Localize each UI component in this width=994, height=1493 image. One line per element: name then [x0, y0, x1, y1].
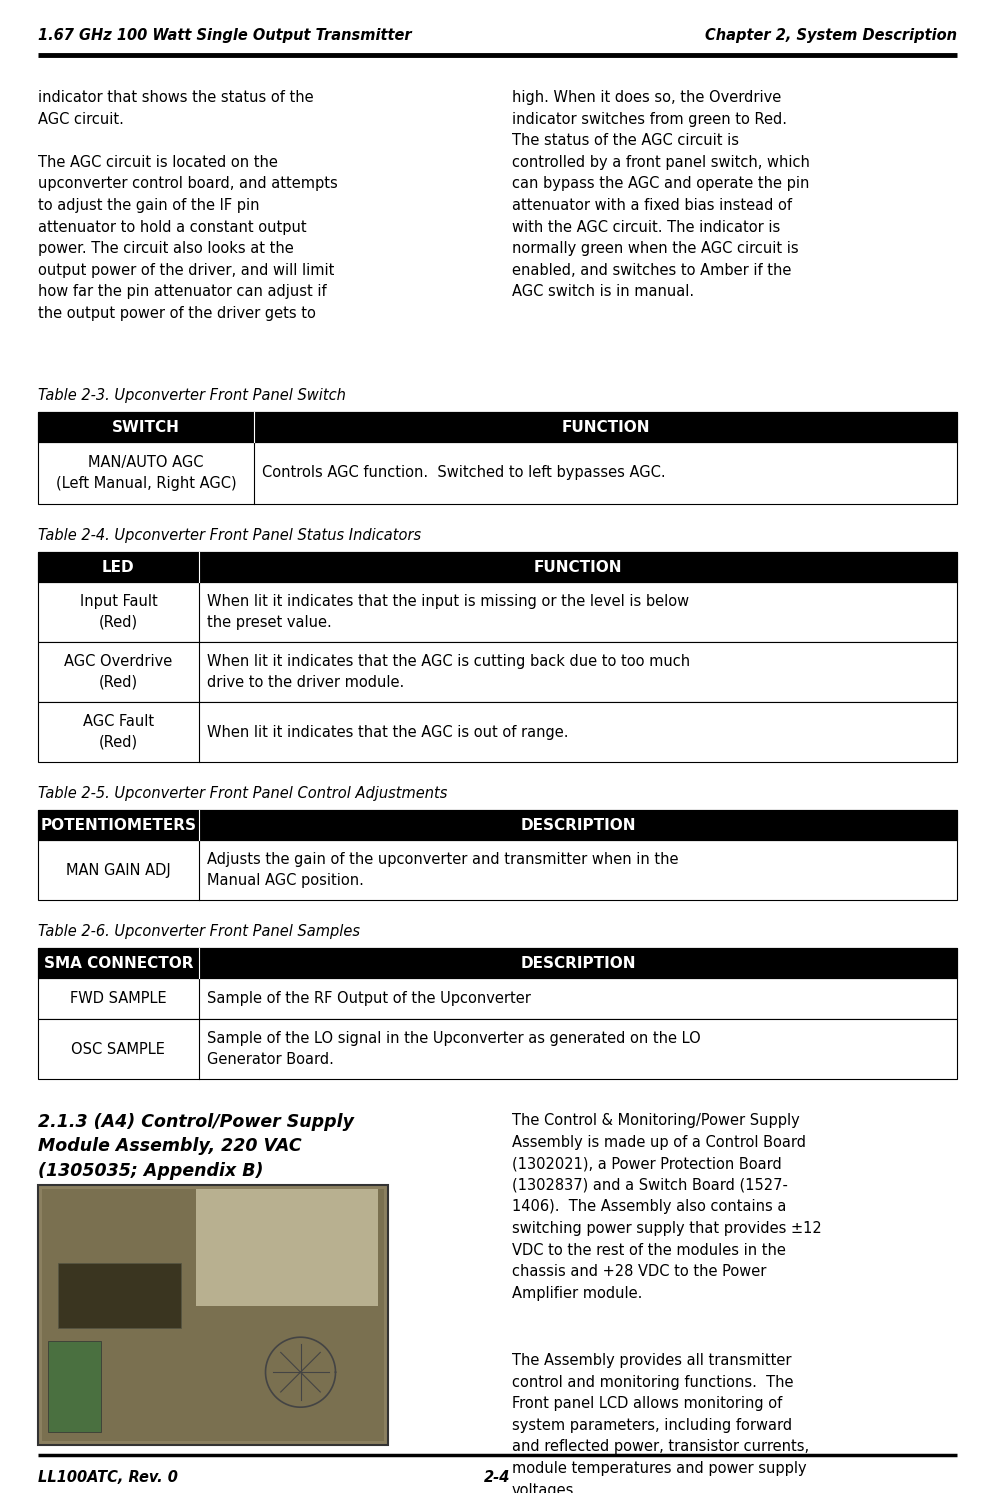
Bar [38, 978, 956, 1020]
Text: Table 2-4. Upconverter Front Panel Status Indicators: Table 2-4. Upconverter Front Panel Statu… [38, 529, 420, 543]
Bar [38, 552, 956, 582]
Text: SMA CONNECTOR: SMA CONNECTOR [44, 956, 193, 970]
Text: The Control & Monitoring/Power Supply
Assembly is made up of a Control Board
(13: The Control & Monitoring/Power Supply As… [512, 1112, 821, 1300]
Bar [48, 1341, 100, 1432]
Bar [38, 1185, 388, 1445]
Bar [38, 811, 956, 841]
Bar [38, 412, 956, 442]
Bar [195, 1188, 377, 1306]
Bar [38, 811, 956, 841]
Text: Input Fault
(Red): Input Fault (Red) [80, 594, 157, 630]
Text: Sample of the LO signal in the Upconverter as generated on the LO
Generator Boar: Sample of the LO signal in the Upconvert… [207, 1032, 700, 1066]
Text: Sample of the RF Output of the Upconverter: Sample of the RF Output of the Upconvert… [207, 991, 530, 1006]
Bar [58, 1263, 180, 1327]
Text: Chapter 2, System Description: Chapter 2, System Description [705, 28, 956, 43]
Text: SWITCH: SWITCH [112, 420, 180, 434]
Text: Table 2-6. Upconverter Front Panel Samples: Table 2-6. Upconverter Front Panel Sampl… [38, 924, 360, 939]
Bar [38, 552, 956, 582]
Bar [42, 1188, 384, 1441]
Text: 2-4: 2-4 [484, 1471, 510, 1486]
Text: When lit it indicates that the AGC is cutting back due to too much
drive to the : When lit it indicates that the AGC is cu… [207, 654, 689, 690]
Text: MAN GAIN ADJ: MAN GAIN ADJ [66, 863, 171, 878]
Text: FWD SAMPLE: FWD SAMPLE [70, 991, 167, 1006]
Bar [38, 582, 956, 642]
Text: high. When it does so, the Overdrive
indicator switches from green to Red.
The s: high. When it does so, the Overdrive ind… [512, 90, 809, 300]
Text: When lit it indicates that the AGC is out of range.: When lit it indicates that the AGC is ou… [207, 724, 568, 739]
Text: LL100ATC, Rev. 0: LL100ATC, Rev. 0 [38, 1471, 178, 1486]
Text: AGC Overdrive
(Red): AGC Overdrive (Red) [65, 654, 172, 690]
Text: FUNCTION: FUNCTION [533, 560, 621, 575]
Text: 1.67 GHz 100 Watt Single Output Transmitter: 1.67 GHz 100 Watt Single Output Transmit… [38, 28, 412, 43]
Text: Table 2-3. Upconverter Front Panel Switch: Table 2-3. Upconverter Front Panel Switc… [38, 388, 346, 403]
Bar [38, 1020, 956, 1079]
Text: Table 2-5. Upconverter Front Panel Control Adjustments: Table 2-5. Upconverter Front Panel Contr… [38, 785, 447, 802]
Bar [38, 442, 956, 505]
Bar [38, 642, 956, 702]
Bar [38, 948, 956, 978]
Text: MAN/AUTO AGC
(Left Manual, Right AGC): MAN/AUTO AGC (Left Manual, Right AGC) [56, 455, 236, 491]
Text: AGC Fault
(Red): AGC Fault (Red) [83, 714, 154, 749]
Text: Adjusts the gain of the upconverter and transmitter when in the
Manual AGC posit: Adjusts the gain of the upconverter and … [207, 853, 678, 888]
Text: DESCRIPTION: DESCRIPTION [520, 818, 635, 833]
Text: DESCRIPTION: DESCRIPTION [520, 956, 635, 970]
Text: Controls AGC function.  Switched to left bypasses AGC.: Controls AGC function. Switched to left … [261, 466, 665, 481]
Bar [38, 841, 956, 900]
Text: OSC SAMPLE: OSC SAMPLE [72, 1042, 165, 1057]
Text: When lit it indicates that the input is missing or the level is below
the preset: When lit it indicates that the input is … [207, 594, 688, 630]
Text: The Assembly provides all transmitter
control and monitoring functions.  The
Fro: The Assembly provides all transmitter co… [512, 1353, 808, 1493]
Bar [38, 702, 956, 761]
Bar [38, 948, 956, 978]
Text: 2.1.3 (A4) Control/Power Supply
Module Assembly, 220 VAC
(1305035; Appendix B): 2.1.3 (A4) Control/Power Supply Module A… [38, 1112, 354, 1179]
Text: POTENTIOMETERS: POTENTIOMETERS [41, 818, 196, 833]
Text: FUNCTION: FUNCTION [561, 420, 649, 434]
Bar [38, 412, 956, 442]
Text: indicator that shows the status of the
AGC circuit.

The AGC circuit is located : indicator that shows the status of the A… [38, 90, 337, 321]
Text: LED: LED [102, 560, 134, 575]
